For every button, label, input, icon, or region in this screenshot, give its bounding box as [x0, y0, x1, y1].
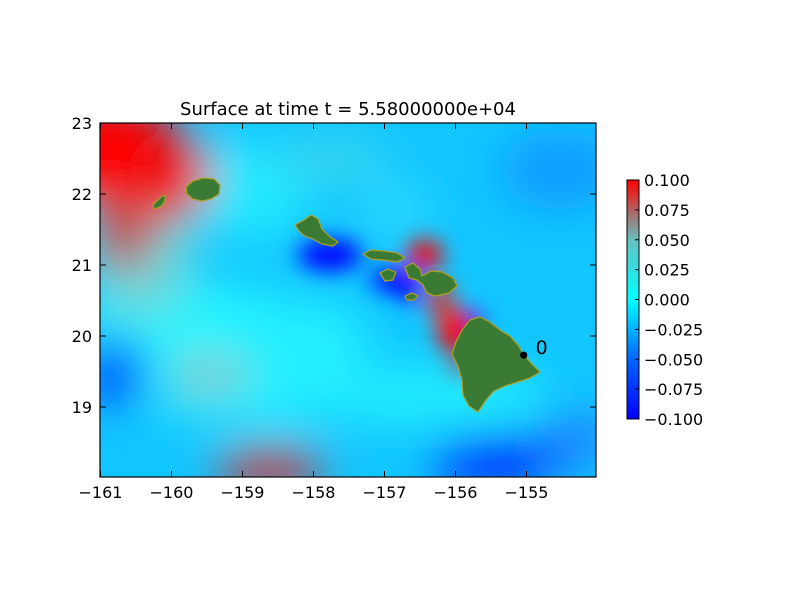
colorbar-tick-label: 0.100 [644, 171, 690, 190]
x-tick-label: −158 [292, 483, 336, 502]
colorbar-ticks: 0.100 0.075 0.050 0.025 0.000 −0.025 −0.050 −0.… [635, 171, 703, 429]
island-lanai [379, 268, 397, 282]
surface-field: 0 [100, 123, 596, 477]
y-axis: 19 20 21 22 23 [72, 114, 596, 417]
colorbar-tick-label: 0.050 [644, 231, 690, 250]
y-tick-label: 23 [72, 114, 92, 133]
colorbar-tick-label: −0.050 [644, 350, 703, 369]
islands [152, 177, 541, 413]
x-axis: −161 −160 −159 −158 −157 −156 −155 [79, 123, 549, 502]
island-maui [404, 262, 458, 297]
y-tick-label: 20 [72, 327, 92, 346]
y-tick-label: 19 [72, 398, 92, 417]
island-hawaii [451, 316, 541, 413]
y-tick-label: 21 [72, 256, 92, 275]
plot-frame [99, 122, 597, 478]
x-tick-label: −161 [79, 483, 123, 502]
x-tick-label: −155 [505, 483, 549, 502]
chart-title: Surface at time t = 5.58000000e+04 [180, 99, 516, 120]
island-oahu [294, 214, 339, 247]
gauge-0: 0 [520, 337, 548, 359]
y-tick-label: 22 [72, 185, 92, 204]
gauge-label: 0 [536, 337, 548, 359]
x-tick-label: −157 [363, 483, 407, 502]
colorbar: 0.100 0.075 0.050 0.025 0.000 −0.025 −0.050 −0.… [626, 171, 703, 429]
x-tick-label: −156 [434, 483, 478, 502]
x-tick-label: −159 [221, 483, 265, 502]
field-blobs [100, 123, 596, 477]
island-kahoolawe [404, 292, 419, 301]
island-niihau [152, 195, 167, 210]
colorbar-tick-label: −0.100 [644, 410, 703, 429]
gauge-point [520, 351, 528, 359]
colorbar-tick-label: −0.025 [644, 320, 703, 339]
colorbar-tick-label: 0.000 [644, 291, 690, 310]
colorbar-tick-label: 0.025 [644, 261, 690, 280]
island-kauai [185, 177, 221, 202]
island-molokai [362, 249, 406, 263]
colorbar-tick-label: −0.075 [644, 380, 703, 399]
colorbar-tick-label: 0.075 [644, 201, 690, 220]
x-tick-label: −160 [150, 483, 194, 502]
